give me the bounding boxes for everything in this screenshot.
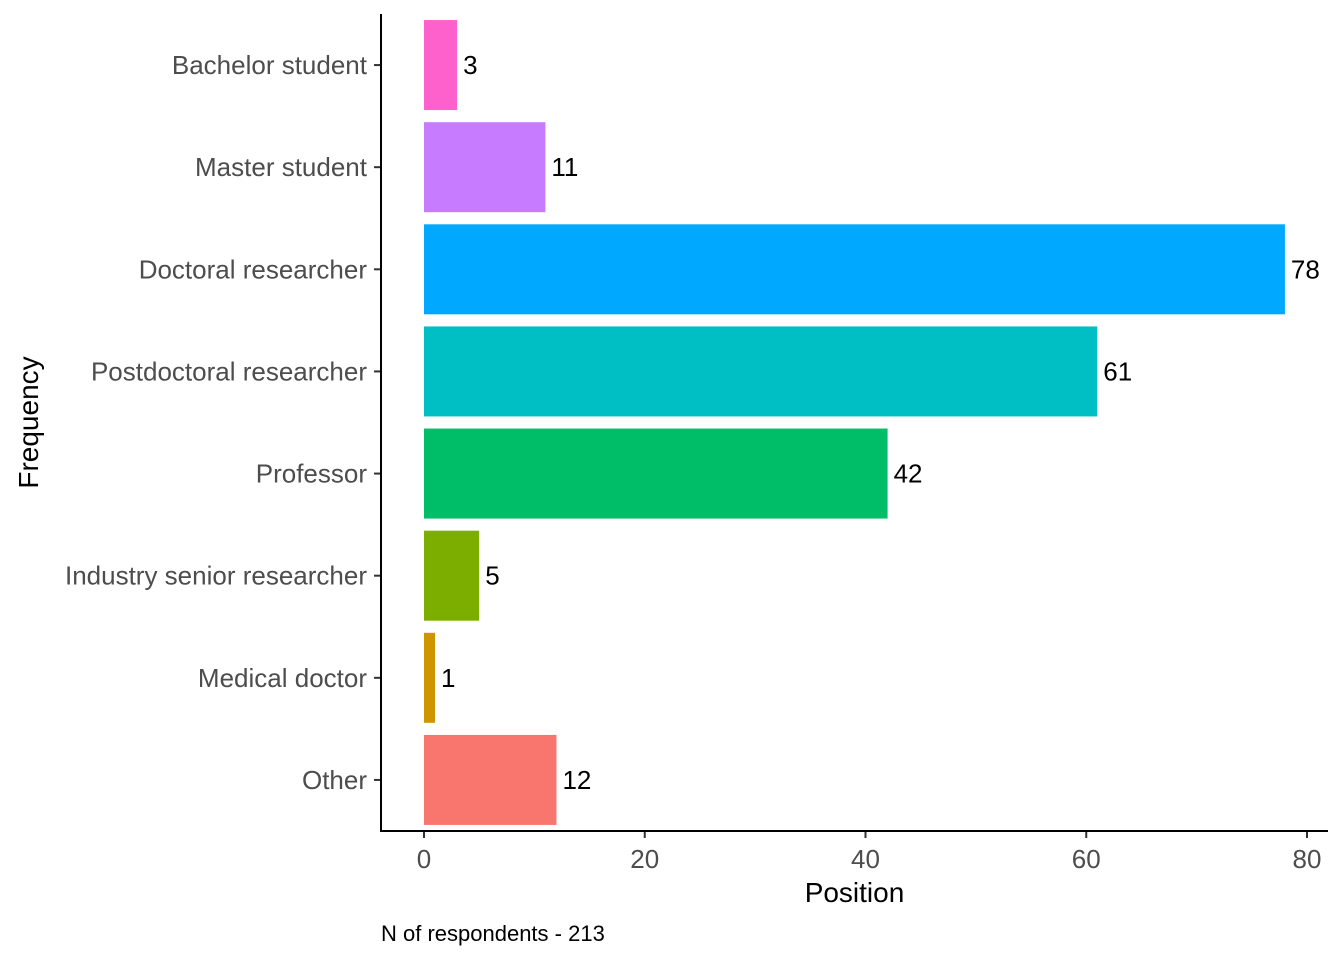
data-label-industry-senior-researcher: 5 [485, 561, 499, 591]
data-label-postdoctoral-researcher: 61 [1103, 356, 1132, 386]
bar-industry-senior-researcher [424, 530, 480, 621]
bar-other [424, 734, 557, 825]
data-labels-group: 3 11 78 61 42 5 1 12 [441, 50, 1320, 795]
y-tick-label-postdoctoral-researcher: Postdoctoral researcher [91, 356, 367, 386]
chart-caption: N of respondents - 213 [381, 921, 605, 946]
bar-master-student [424, 122, 546, 213]
data-label-professor: 42 [894, 459, 923, 489]
x-tick-label-60: 60 [1072, 844, 1101, 874]
y-tick-label-doctoral-researcher: Doctoral researcher [139, 254, 368, 284]
x-tick-label-0: 0 [417, 844, 431, 874]
y-tick-label-professor: Professor [256, 459, 368, 489]
y-tick-label-industry-senior-researcher: Industry senior researcher [65, 561, 367, 591]
x-tick-label-80: 80 [1293, 844, 1322, 874]
bar-professor [424, 428, 888, 519]
y-tick-label-bachelor-student: Bachelor student [172, 50, 368, 80]
data-label-doctoral-researcher: 78 [1291, 254, 1320, 284]
bar-bachelor-student [424, 20, 458, 111]
y-axis-ticks: Bachelor student Master student Doctoral r… [65, 50, 381, 795]
data-label-master-student: 11 [551, 152, 578, 182]
x-axis-title: Position [805, 877, 905, 908]
data-label-medical-doctor: 1 [441, 663, 455, 693]
bars-group [424, 20, 1285, 825]
y-tick-label-master-student: Master student [195, 152, 368, 182]
x-tick-label-20: 20 [630, 844, 659, 874]
x-tick-label-40: 40 [851, 844, 880, 874]
x-axis-ticks: 0 20 40 60 80 [417, 831, 1322, 874]
data-label-other: 12 [562, 765, 591, 795]
bar-postdoctoral-researcher [424, 326, 1098, 417]
y-tick-label-other: Other [302, 765, 367, 795]
y-tick-label-medical-doctor: Medical doctor [198, 663, 367, 693]
bar-doctoral-researcher [424, 224, 1285, 315]
y-axis-title: Frequency [13, 356, 44, 488]
data-label-bachelor-student: 3 [463, 50, 477, 80]
bar-medical-doctor [424, 632, 436, 723]
